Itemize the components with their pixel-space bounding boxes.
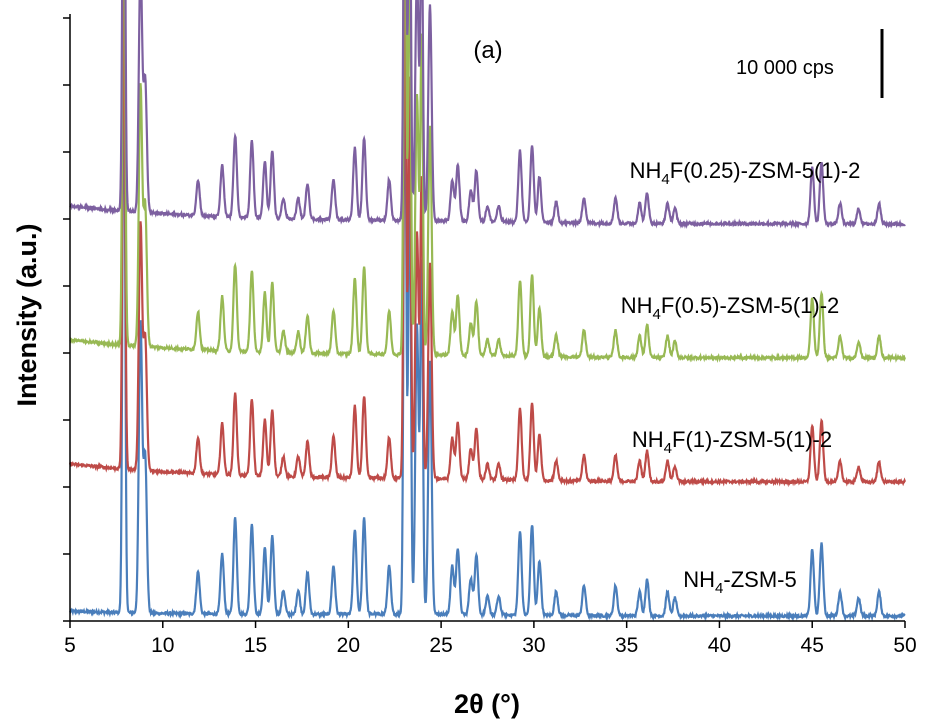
x-tick-label: 25	[429, 634, 452, 657]
series-line-0	[69, 9, 906, 622]
series-label-0: NH4-ZSM-5	[683, 567, 796, 597]
x-tick-label: 5	[64, 634, 76, 657]
series-label-1: NH4F(1)-ZSM-5(1)-2	[632, 427, 832, 457]
series-line-3	[69, 0, 906, 230]
y-axis	[63, 14, 71, 622]
series-line-2	[69, 0, 907, 364]
x-tick-label: 45	[801, 634, 824, 657]
x-tick-label: 40	[708, 634, 731, 657]
x-tick-label: 30	[522, 634, 545, 657]
x-tick-label: 15	[244, 634, 267, 657]
x-tick-label: 50	[893, 634, 916, 657]
scale-bar-label: 10 000 cps	[736, 57, 834, 79]
x-tick-label: 20	[337, 634, 360, 657]
y-axis-title: Intensity (a.u.)	[12, 223, 42, 406]
x-axis-title: 2θ (°)	[454, 689, 520, 719]
x-tick-label: 35	[615, 634, 638, 657]
panel-label: (a)	[473, 37, 502, 64]
series-label-3: NH4F(0.25)-ZSM-5(1)-2	[630, 158, 861, 188]
traces-group	[68, 0, 907, 622]
series-line-1	[68, 0, 907, 488]
series-labels: NH4-ZSM-5 NH4F(1)-ZSM-5(1)-2 NH4F(0.5)-ZSM…	[621, 158, 861, 597]
x-tick-label: 10	[151, 634, 174, 657]
x-axis: 5 10 15 20 25 30 35 40 45 50	[64, 620, 917, 657]
series-label-2: NH4F(0.5)-ZSM-5(1)-2	[621, 293, 840, 323]
